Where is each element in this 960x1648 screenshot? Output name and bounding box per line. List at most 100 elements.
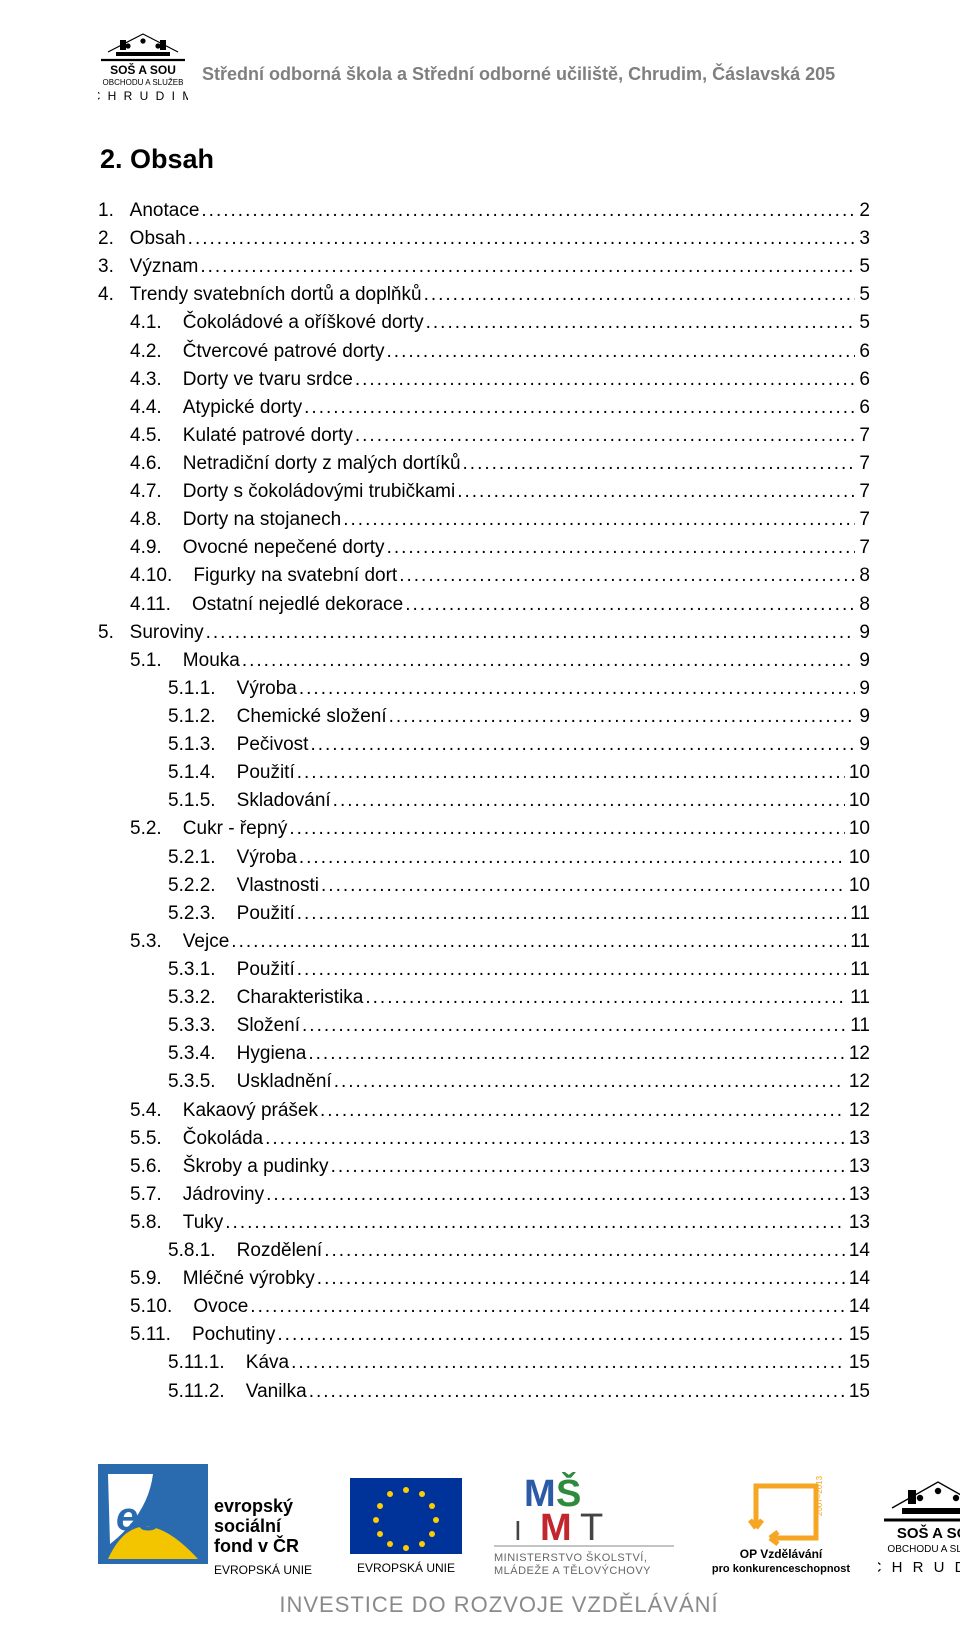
svg-text:I: I xyxy=(514,1515,522,1546)
toc-entry: 5.3.4. Hygiena .........................… xyxy=(98,1040,870,1068)
toc-leader: ........................................… xyxy=(385,338,856,366)
logo-line3: C H R U D I M xyxy=(98,89,188,103)
toc-label: 4.5. Kulaté patrové dorty xyxy=(130,422,353,450)
msmt-logo: M Š M I T MINISTERSTVO ŠKOLSTVÍ, MLÁDEŽE… xyxy=(484,1468,684,1578)
toc-entry: 5.7. Jádroviny .........................… xyxy=(98,1181,870,1209)
toc-entry: 5.3.3. Složení .........................… xyxy=(98,1012,870,1040)
toc-entry: 5.10. Ovoce ............................… xyxy=(98,1293,870,1321)
toc-leader: ........................................… xyxy=(363,984,846,1012)
toc-entry: 4. Trendy svatebních dortů a doplňků ...… xyxy=(98,281,870,309)
toc-leader: ........................................… xyxy=(424,309,856,337)
toc-leader: ........................................… xyxy=(332,1068,845,1096)
toc-leader: ........................................… xyxy=(455,478,855,506)
toc-page: 13 xyxy=(845,1181,870,1209)
toc-leader: ........................................… xyxy=(263,1125,845,1153)
toc-leader: ........................................… xyxy=(306,1040,844,1068)
toc-page: 5 xyxy=(855,309,870,337)
toc-page: 9 xyxy=(855,647,870,675)
toc-leader: ........................................… xyxy=(275,1321,844,1349)
toc-page: 9 xyxy=(855,675,870,703)
section-heading: 2. Obsah xyxy=(100,144,870,175)
toc-entry: 5.3.5. Uskladnění ......................… xyxy=(98,1068,870,1096)
toc-page: 14 xyxy=(845,1237,870,1265)
toc-leader: ........................................… xyxy=(287,815,845,843)
toc-page: 15 xyxy=(845,1321,870,1349)
toc-entry: 5.1. Mouka .............................… xyxy=(98,647,870,675)
toc-page: 14 xyxy=(845,1265,870,1293)
toc-entry: 5.1.2. Chemické složení ................… xyxy=(98,703,870,731)
toc-entry: 5.1.1. Výroba ..........................… xyxy=(98,675,870,703)
toc-label: 4.4. Atypické dorty xyxy=(130,394,302,422)
toc-label: 5.3.1. Použití xyxy=(168,956,295,984)
toc-page: 7 xyxy=(855,506,870,534)
toc-entry: 2. Obsah ...............................… xyxy=(98,225,870,253)
toc-entry: 4.7. Dorty s čokoládovými trubičkami ...… xyxy=(98,478,870,506)
toc-leader: ........................................… xyxy=(397,562,855,590)
toc-page: 15 xyxy=(845,1378,870,1406)
toc-label: 5.2.3. Použití xyxy=(168,900,295,928)
page-header: SOŠ A SOU OBCHODU A SLUŽEB C H R U D I M… xyxy=(98,28,870,106)
toc-entry: 5.11.1. Káva ...........................… xyxy=(98,1349,870,1377)
toc-label: 5.1. Mouka xyxy=(130,647,240,675)
toc-label: 5.3.2. Charakteristika xyxy=(168,984,363,1012)
toc-page: 10 xyxy=(845,844,870,872)
toc-label: 4.3. Dorty ve tvaru srdce xyxy=(130,366,353,394)
toc-page: 9 xyxy=(855,703,870,731)
toc-entry: 4.2. Čtvercové patrové dorty ...........… xyxy=(98,338,870,366)
toc-leader: ........................................… xyxy=(307,1378,845,1406)
toc-leader: ........................................… xyxy=(318,1097,845,1125)
toc-entry: 5.5. Čokoláda ..........................… xyxy=(98,1125,870,1153)
toc-label: 5.3. Vejce xyxy=(130,928,229,956)
toc-page: 2 xyxy=(855,197,870,225)
toc-label: 4.9. Ovocné nepečené dorty xyxy=(130,534,385,562)
toc-leader: ........................................… xyxy=(331,787,845,815)
toc-label: 5.9. Mléčné výrobky xyxy=(130,1265,315,1293)
toc-entry: 5.2. Cukr - řepný ......................… xyxy=(98,815,870,843)
logo-line1: SOŠ A SOU xyxy=(110,62,176,77)
toc-page: 11 xyxy=(846,956,870,984)
toc-label: 4.8. Dorty na stojanech xyxy=(130,506,341,534)
svg-text:fond v ČR: fond v ČR xyxy=(214,1535,299,1556)
toc-label: 4.11. Ostatní nejedlé dekorace xyxy=(130,591,403,619)
toc-page: 7 xyxy=(855,450,870,478)
toc-page: 11 xyxy=(846,984,870,1012)
toc-label: 5.11. Pochutiny xyxy=(130,1321,275,1349)
toc-label: 4.7. Dorty s čokoládovými trubičkami xyxy=(130,478,455,506)
toc-label: 5.1.1. Výroba xyxy=(168,675,297,703)
toc-label: 4. Trendy svatebních dortů a doplňků xyxy=(98,281,422,309)
svg-text:evropský: evropský xyxy=(214,1496,293,1516)
toc-label: 5.1.5. Skladování xyxy=(168,787,331,815)
toc-entry: 5.11. Pochutiny ........................… xyxy=(98,1321,870,1349)
school-logo-top: SOŠ A SOU OBCHODU A SLUŽEB C H R U D I M xyxy=(98,28,188,106)
toc-page: 11 xyxy=(846,1012,870,1040)
toc-leader: ........................................… xyxy=(403,591,855,619)
toc-leader: ........................................… xyxy=(302,394,855,422)
footer-caption: INVESTICE DO ROZVOJE VZDĚLÁVÁNÍ xyxy=(98,1592,900,1618)
toc-leader: ........................................… xyxy=(297,844,845,872)
toc-entry: 5.1.3. Pečivost ........................… xyxy=(98,731,870,759)
toc-leader: ........................................… xyxy=(264,1181,845,1209)
toc-entry: 5.3. Vejce .............................… xyxy=(98,928,870,956)
svg-text:OP Vzdělávání: OP Vzdělávání xyxy=(740,1547,823,1561)
toc-label: 5.2.1. Výroba xyxy=(168,844,297,872)
toc-entry: 1. Anotace .............................… xyxy=(98,197,870,225)
toc-entry: 4.6. Netradiční dorty z malých dortíků .… xyxy=(98,450,870,478)
toc-entry: 5.6. Škroby a pudinky ..................… xyxy=(98,1153,870,1181)
toc-label: 4.10. Figurky na svatební dort xyxy=(130,562,397,590)
toc-page: 13 xyxy=(845,1153,870,1181)
toc-entry: 5.8. Tuky ..............................… xyxy=(98,1209,870,1237)
toc-entry: 5.11.2. Vanilka ........................… xyxy=(98,1378,870,1406)
svg-text:sociální: sociální xyxy=(214,1516,282,1536)
toc-page: 6 xyxy=(855,394,870,422)
toc-page: 8 xyxy=(855,591,870,619)
svg-text:pro konkurenceschopnost: pro konkurenceschopnost xyxy=(712,1563,850,1575)
toc-label: 2. Obsah xyxy=(98,225,186,253)
toc-entry: 5.1.4. Použití .........................… xyxy=(98,759,870,787)
school-logo-footer: SOŠ A SOU OBCHODU A SLUŽEB C H R U D I M xyxy=(878,1474,960,1578)
toc-label: 5. Suroviny xyxy=(98,619,204,647)
toc-page: 9 xyxy=(855,731,870,759)
toc-leader: ........................................… xyxy=(204,619,856,647)
toc-leader: ........................................… xyxy=(300,1012,846,1040)
toc-entry: 4.3. Dorty ve tvaru srdce ..............… xyxy=(98,366,870,394)
svg-text:C H R U D I M: C H R U D I M xyxy=(878,1559,960,1576)
